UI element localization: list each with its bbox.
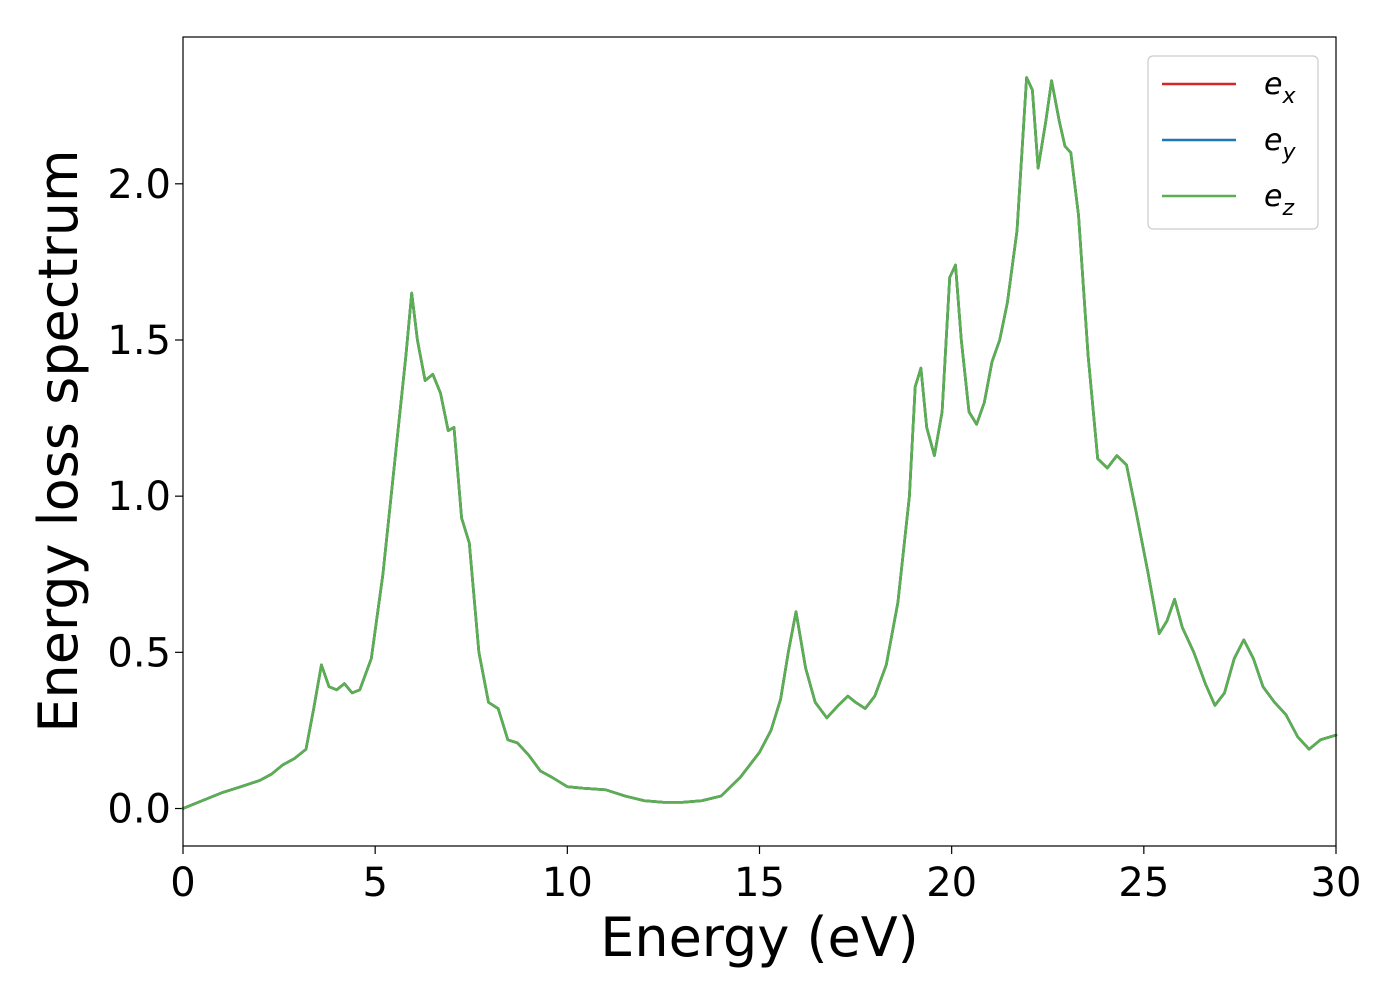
y-tick-label: 0.5 [107,630,171,676]
x-tick-label: 30 [1311,860,1362,906]
x-axis-label: Energy (eV) [600,906,919,969]
legend-label-sub: y [1281,140,1296,165]
legend-label-e-y: ey [1264,123,1296,165]
y-tick-label: 1.0 [107,474,171,520]
legend-label-sub: x [1281,84,1296,109]
legend-label-base: e [1264,179,1282,214]
axis-ticks: 0 5 10 15 20 25 30 0.0 0.5 1.0 1.5 2.0 [107,162,1361,906]
y-tick-label: 1.5 [107,318,171,364]
x-tick-label: 20 [926,860,977,906]
y-tick-label: 2.0 [107,162,171,208]
series-line-e-z [181,76,1338,810]
plot-frame [182,36,1337,847]
legend-label-sub: z [1281,196,1294,221]
series-lines [181,76,1338,810]
y-tick-label: 0.0 [107,787,171,833]
y-axis-label: Energy loss spectrum [27,149,90,732]
legend-label-e-z: ez [1264,179,1294,221]
x-tick-label: 25 [1118,860,1169,906]
legend-label-base: e [1264,123,1282,158]
legend-frame [1147,55,1319,230]
x-tick-label: 0 [170,860,195,906]
x-tick-label: 15 [734,860,785,906]
legend-label-base: e [1264,67,1282,102]
x-tick-label: 10 [542,860,593,906]
x-tick-label: 5 [362,860,387,906]
legend-label-e-x: ex [1264,67,1296,109]
